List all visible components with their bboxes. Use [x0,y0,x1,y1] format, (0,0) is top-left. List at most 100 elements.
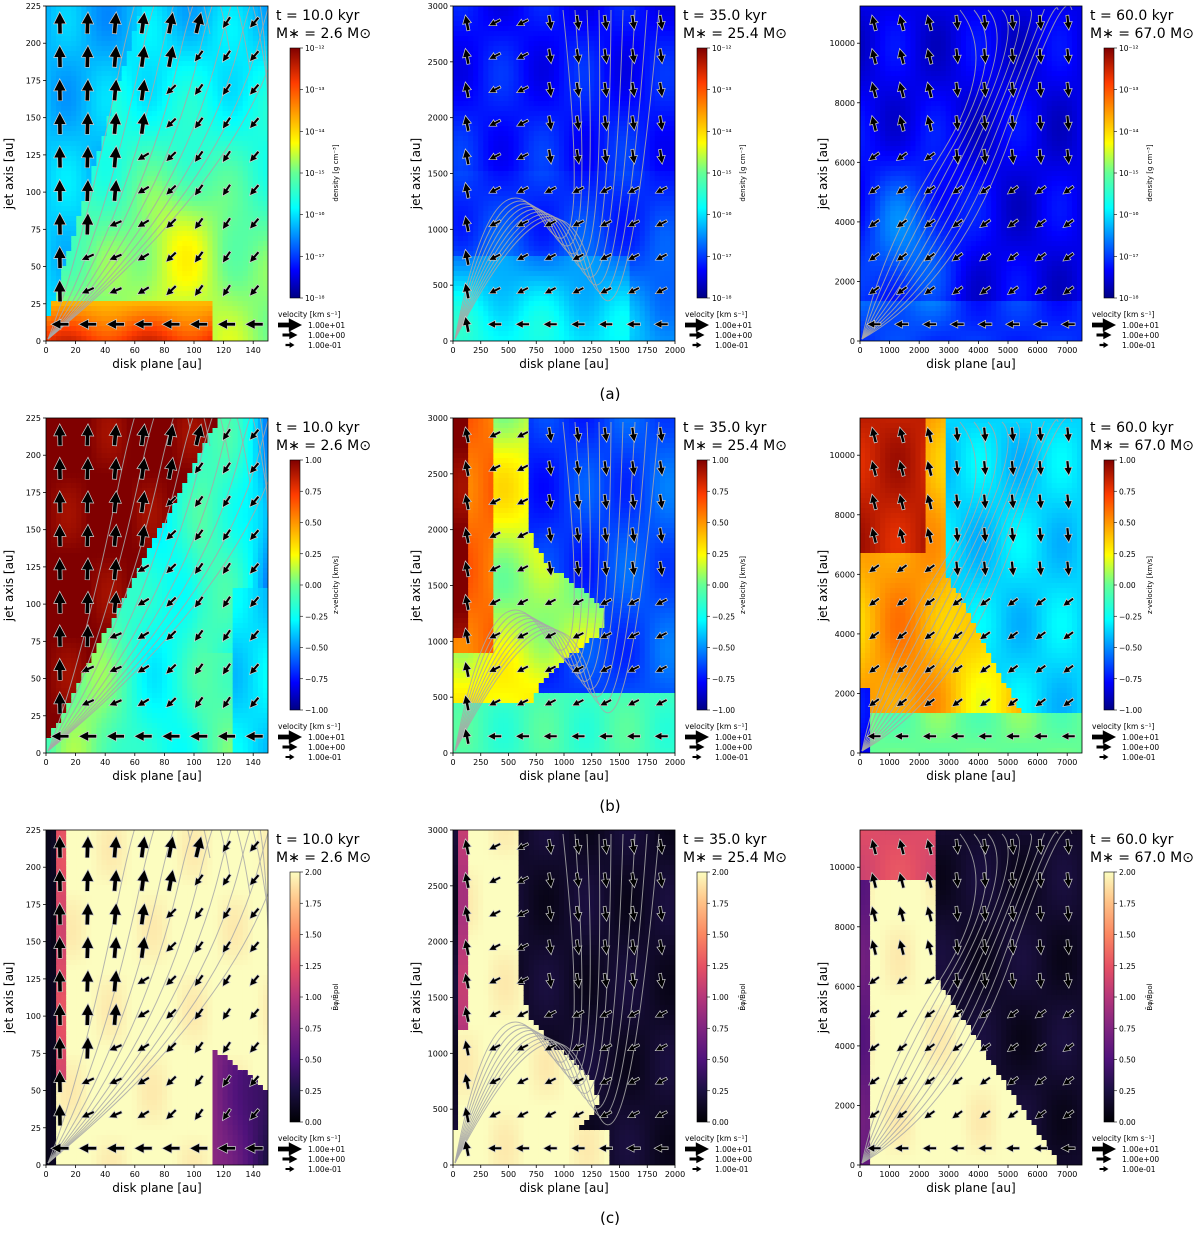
y-tick-label: 150 [26,114,41,123]
y-tick-label: 2500 [428,470,448,479]
velocity-arrow [570,1143,586,1153]
velocity-arrow [194,906,205,921]
velocity-arrow [923,251,936,262]
panel-c-1: 0 250 500 750 1000 1250 1500 1750 2000 0 500 1000 15… [409,826,787,1195]
velocity-arrow [222,940,232,954]
velocity-arrow [628,81,638,98]
velocity-arrow [1006,184,1020,195]
x-tick-label: 40 [100,758,110,767]
colorbar-tick-label: 10⁻¹⁵ [305,169,325,178]
velocity-arrow [599,664,613,673]
velocity-arrow [656,939,666,956]
x-tick-label: 80 [159,758,169,767]
velocity-arrow [163,423,178,447]
velocity-arrow [571,219,585,228]
velocity-arrow [108,590,122,614]
velocity-arrow [1034,218,1047,229]
velocity-arrow [108,969,122,993]
velocity-arrow [50,318,70,330]
colorbar [696,47,708,299]
velocity-arrow [923,975,936,986]
velocity-arrow [165,83,178,96]
velocity-arrow [978,1075,992,1086]
velocity-arrow [488,219,502,228]
velocity-arrow [1035,527,1046,544]
velocity-arrow [163,835,178,859]
velocity-arrow [249,250,261,264]
y-axis-label: jet axis [au] [409,962,423,1034]
velocity-arrow [951,630,964,641]
velocity-arrow [161,1142,181,1154]
velocity-arrow [597,319,613,329]
velocity-arrow [77,730,97,742]
colorbar-tick-label: 0.00 [712,581,729,590]
velocity-arrow [194,149,205,164]
velocity-arrow [136,456,150,480]
colorbar-tick-label: 1.00 [305,456,322,465]
velocity-arrow [897,14,907,32]
mass-label: M∗ = 67.0 M⊙ [1090,26,1194,42]
x-tick-label: 1250 [582,1170,602,1179]
velocity-arrow [979,426,990,443]
velocity-arrow [1034,184,1047,195]
velocity-arrow [571,1110,585,1119]
velocity-arrow [1062,630,1075,641]
velocity-arrow [216,730,236,742]
y-axis-label: jet axis [au] [2,138,16,210]
y-tick-label: 0 [36,1161,41,1170]
velocity-arrow [626,185,641,194]
velocity-arrow [869,526,880,544]
velocity-arrow [572,560,583,577]
y-tick-label: 50 [31,1087,41,1096]
x-axis-label: disk plane [au] [519,357,608,371]
colorbar-tick-label: 1.25 [712,962,729,971]
velocity-arrow [1063,939,1073,956]
y-tick-label: 225 [26,414,41,423]
velocity-arrow [979,560,990,577]
velocity-arrow [53,490,67,514]
y-tick-label: 4000 [835,630,855,639]
velocity-arrow [222,628,232,643]
velocity-arrow [80,698,96,707]
velocity-arrow [1007,14,1018,31]
velocity-legend-label: 1.00e+00 [308,1155,345,1164]
velocity-arrow [1062,663,1075,674]
colorbar-tick-label: 0.00 [1119,1118,1136,1127]
x-tick-label: 2000 [909,1170,929,1179]
velocity-arrow [1063,905,1073,922]
x-tick-label: 1250 [582,346,602,355]
velocity-arrow [869,493,880,511]
streamline [47,891,268,1164]
velocity-arrow [628,905,638,922]
velocity-arrow [1006,1075,1020,1086]
velocity-arrow [654,1110,668,1119]
streamline [47,418,231,752]
colorbar-tick-label: 0.25 [712,1087,729,1096]
velocity-arrow [462,838,473,856]
velocity-arrow [924,14,935,32]
velocity-arrow [53,935,67,959]
velocity-arrow [654,664,668,673]
x-tick-label: 5000 [998,758,1018,767]
velocity-arrow [543,286,557,295]
velocity-arrow [514,731,530,741]
velocity-arrow [165,974,178,987]
velocity-arrow [1062,1075,1075,1086]
velocity-arrow [924,459,935,477]
colorbar-label: density [g cm⁻³] [739,144,747,201]
velocity-arrow [488,152,502,161]
velocity-arrow [108,1110,123,1119]
velocity-arrow [626,1076,641,1085]
velocity-arrow [1063,81,1073,98]
velocity-arrow [53,111,67,135]
velocity-arrow [897,526,907,544]
velocity-arrow [600,14,611,31]
velocity-arrow [462,493,473,511]
velocity-arrow [1063,14,1073,31]
velocity-arrow [222,1074,232,1088]
velocity-arrow [571,1009,585,1018]
velocity-arrow [600,426,611,443]
velocity-arrow [952,527,962,544]
velocity-legend-label: 1.00e-01 [308,753,342,762]
velocity-arrow [543,597,557,606]
